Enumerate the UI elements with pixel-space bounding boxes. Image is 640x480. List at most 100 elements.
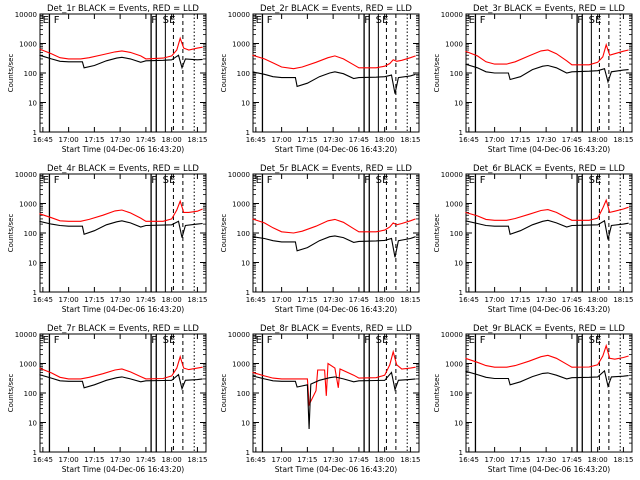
time-marker-letter: E xyxy=(169,335,175,346)
panel-det-7: Det_7r BLACK = Events, RED = LLD 1 10 100 10… xyxy=(7,324,208,474)
series-line-lld xyxy=(39,354,203,380)
x-tick-label: 17:45 xyxy=(136,296,156,304)
time-marker-letter: S xyxy=(163,335,169,346)
y-tick-label: 1 xyxy=(459,129,463,137)
panel-det-6: Det_6r BLACK = Events, RED = LLD 1 10 100 10… xyxy=(433,164,634,314)
y-tick-label: 10000 xyxy=(15,171,37,179)
time-marker-letter: F xyxy=(151,335,157,346)
y-tick-label: 1000 xyxy=(19,361,37,369)
x-axis-label: Start Time (04-Dec-06 16:43:20) xyxy=(62,145,184,154)
time-marker-letter: F xyxy=(364,15,370,26)
time-marker-letter: F xyxy=(577,335,583,346)
panel-det-4: Det_4r BLACK = Events, RED = LLD 1 10 100 10… xyxy=(7,164,208,314)
x-tick-label: 17:00 xyxy=(59,296,79,304)
y-tick-label: 1 xyxy=(459,449,463,457)
x-tick-label: 17:15 xyxy=(84,296,104,304)
y-tick-label: 1000 xyxy=(232,201,250,209)
y-tick-label: 1000 xyxy=(232,41,250,49)
y-axis-label: Counts/sec xyxy=(7,214,15,253)
y-tick-label: 1 xyxy=(33,129,37,137)
y-tick-label: 10000 xyxy=(228,331,250,339)
y-tick-label: 10 xyxy=(241,100,250,108)
x-tick-label: 17:00 xyxy=(485,456,505,464)
time-marker-letter: E xyxy=(43,175,49,186)
x-tick-label: 18:00 xyxy=(375,296,395,304)
x-tick-label: 17:15 xyxy=(510,456,530,464)
x-tick-label: 17:30 xyxy=(110,296,130,304)
panel-title: Det_7r BLACK = Events, RED = LLD xyxy=(47,324,199,334)
panel-det-9: Det_9r BLACK = Events, RED = LLD 1 10 100 10… xyxy=(433,324,634,474)
y-axis-label: Counts/sec xyxy=(220,54,228,93)
y-tick-label: 100 xyxy=(450,70,463,78)
time-marker-letter: E xyxy=(382,15,388,26)
y-tick-label: 10 xyxy=(28,260,37,268)
x-tick-label: 17:30 xyxy=(323,136,343,144)
x-tick-label: 18:15 xyxy=(613,456,633,464)
time-marker-letter: E xyxy=(43,15,49,26)
series-line-events xyxy=(39,54,203,70)
y-tick-label: 1 xyxy=(246,289,250,297)
time-marker-letter: S xyxy=(589,175,595,186)
time-marker-letter: E xyxy=(256,15,262,26)
y-tick-label: 10 xyxy=(28,100,37,108)
x-tick-label: 18:15 xyxy=(613,136,633,144)
time-marker-letter: E xyxy=(43,335,49,346)
x-axis-label: Start Time (04-Dec-06 16:43:20) xyxy=(275,305,397,314)
time-marker-letter: F xyxy=(577,15,583,26)
y-tick-label: 100 xyxy=(24,230,37,238)
time-marker-letter: E xyxy=(256,175,262,186)
series-line-lld xyxy=(252,218,416,234)
x-tick-label: 18:15 xyxy=(400,456,420,464)
time-marker-letter: F xyxy=(54,15,60,26)
y-tick-label: 100 xyxy=(24,70,37,78)
series-line-events xyxy=(465,63,629,84)
time-marker-letter: F xyxy=(480,175,486,186)
time-marker-letter: F xyxy=(267,15,273,26)
y-tick-label: 10000 xyxy=(15,11,37,19)
x-tick-label: 18:00 xyxy=(375,136,395,144)
x-tick-label: 18:15 xyxy=(187,296,207,304)
x-tick-label: 16:45 xyxy=(459,456,479,464)
plot-frame xyxy=(39,333,207,453)
time-marker-letter: F xyxy=(480,15,486,26)
x-tick-label: 17:30 xyxy=(536,136,556,144)
plot-frame xyxy=(465,333,633,453)
x-tick-label: 17:00 xyxy=(272,136,292,144)
x-tick-label: 16:45 xyxy=(459,136,479,144)
time-marker-letter: E xyxy=(469,15,475,26)
panel-title: Det_3r BLACK = Events, RED = LLD xyxy=(473,4,625,14)
x-tick-label: 17:15 xyxy=(84,136,104,144)
plot-frame xyxy=(252,13,420,133)
time-marker-letter: F xyxy=(54,175,60,186)
x-tick-label: 17:30 xyxy=(536,456,556,464)
time-marker-letter: S xyxy=(163,15,169,26)
y-tick-label: 10000 xyxy=(441,171,463,179)
series-line-lld xyxy=(252,349,416,407)
time-marker-letter: F xyxy=(151,15,157,26)
x-tick-label: 17:15 xyxy=(510,296,530,304)
y-axis-label: Counts/sec xyxy=(220,374,228,413)
time-marker-letter: F xyxy=(364,335,370,346)
x-axis-label: Start Time (04-Dec-06 16:43:20) xyxy=(62,305,184,314)
plot-frame xyxy=(252,173,420,293)
y-tick-label: 10000 xyxy=(441,331,463,339)
y-tick-label: 100 xyxy=(237,70,250,78)
series-line-events xyxy=(252,371,416,430)
x-tick-label: 18:15 xyxy=(187,136,207,144)
y-tick-label: 1000 xyxy=(19,41,37,49)
y-axis-label: Counts/sec xyxy=(7,54,15,93)
y-tick-label: 10 xyxy=(241,260,250,268)
x-tick-label: 18:00 xyxy=(375,456,395,464)
x-tick-label: 17:45 xyxy=(562,456,582,464)
y-axis-label: Counts/sec xyxy=(220,214,228,253)
time-marker-letter: E xyxy=(169,15,175,26)
x-tick-label: 18:15 xyxy=(400,136,420,144)
time-marker-letter: S xyxy=(376,175,382,186)
x-tick-label: 18:00 xyxy=(162,136,182,144)
y-tick-label: 100 xyxy=(237,230,250,238)
x-tick-label: 17:45 xyxy=(562,136,582,144)
x-tick-label: 16:45 xyxy=(33,296,53,304)
x-tick-label: 17:00 xyxy=(59,136,79,144)
time-marker-letter: F xyxy=(267,175,273,186)
x-axis-label: Start Time (04-Dec-06 16:43:20) xyxy=(275,145,397,154)
